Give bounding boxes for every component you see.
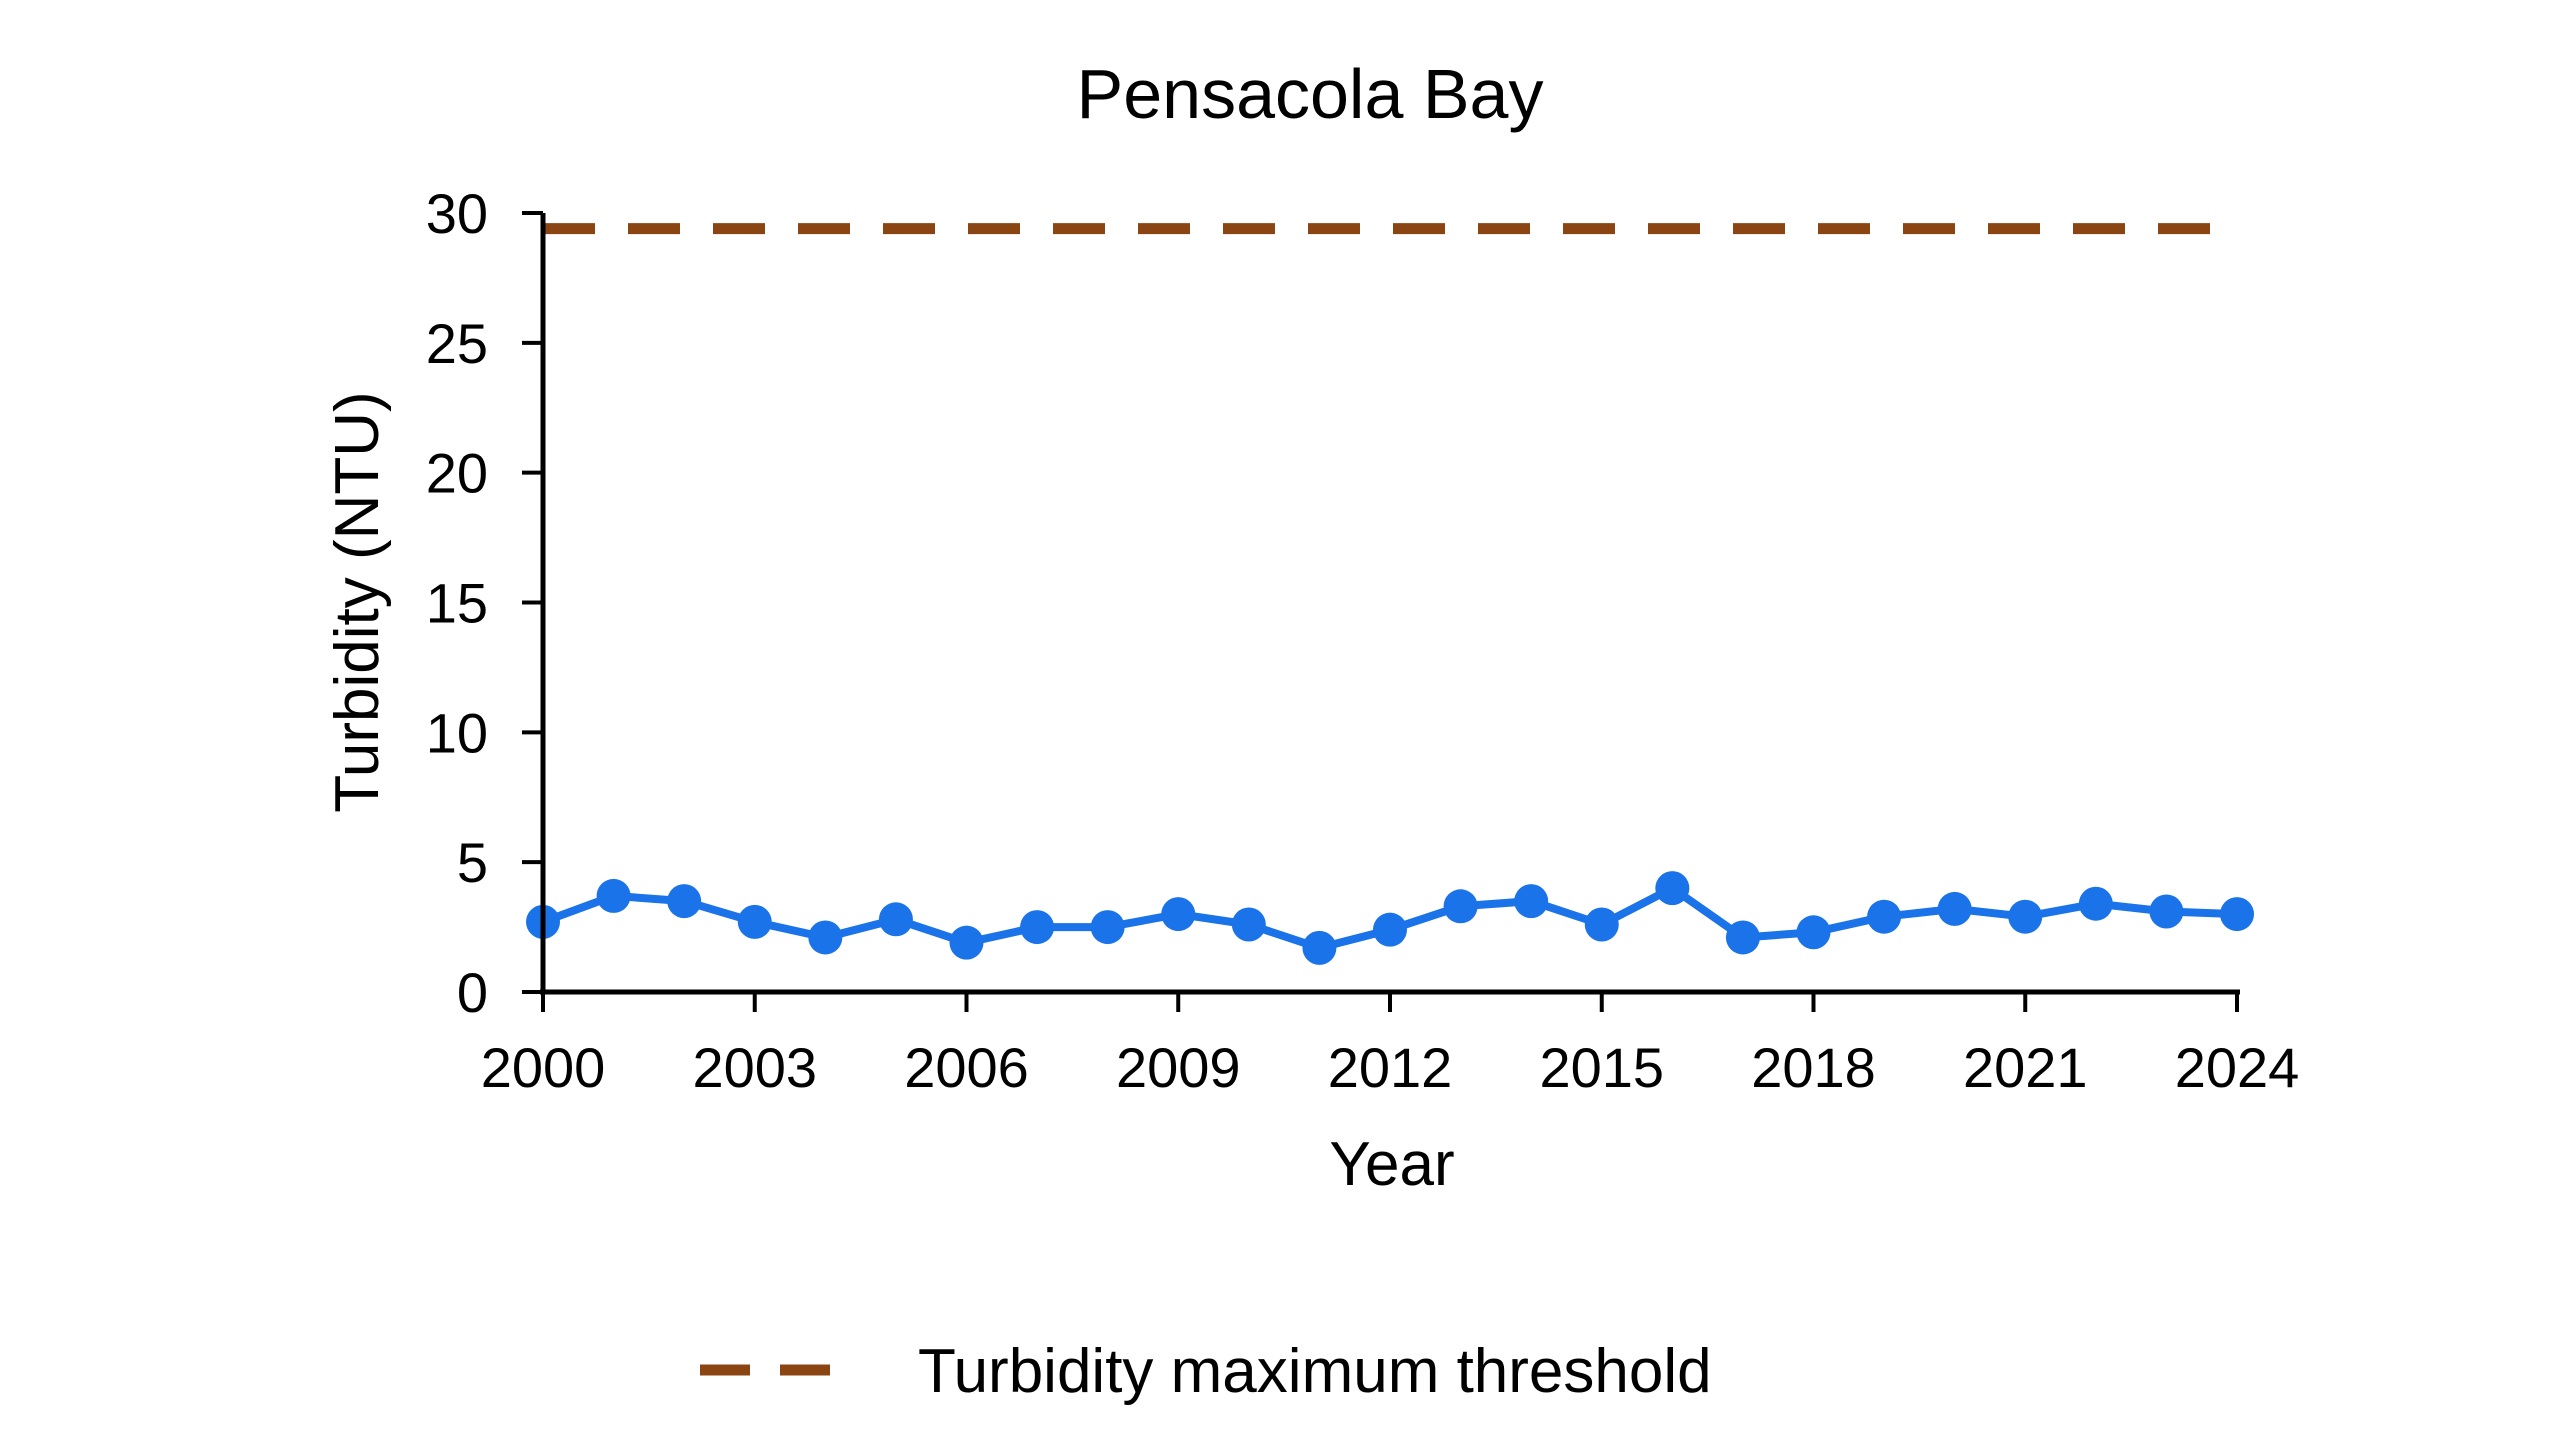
data-point-2005 xyxy=(878,902,913,937)
x-tick-label: 2003 xyxy=(692,1036,817,1099)
x-axis-title: Year xyxy=(1329,1130,1454,1199)
data-point-2011 xyxy=(1302,930,1337,965)
x-tick-label: 2000 xyxy=(481,1036,606,1099)
data-point-2008 xyxy=(1090,910,1125,945)
y-tick-label: 30 xyxy=(426,182,488,245)
plot-area xyxy=(526,223,2254,965)
data-point-2019 xyxy=(1867,899,1902,934)
data-point-2018 xyxy=(1796,915,1831,950)
y-tick-label: 0 xyxy=(457,961,488,1024)
data-point-2024 xyxy=(2220,897,2254,932)
y-tick-label: 10 xyxy=(426,701,488,764)
data-point-2012 xyxy=(1373,912,1407,947)
y-tick-label: 5 xyxy=(457,831,488,894)
data-point-2002 xyxy=(667,884,702,919)
data-point-2006 xyxy=(949,925,984,960)
data-point-2009 xyxy=(1161,897,1196,932)
chart-title: Pensacola Bay xyxy=(1077,55,1544,133)
y-axis-title: Turbidity (NTU) xyxy=(323,391,392,812)
data-point-2013 xyxy=(1443,889,1478,924)
data-point-2017 xyxy=(1725,920,1760,955)
x-tick-label: 2009 xyxy=(1116,1036,1241,1099)
y-tick-label: 15 xyxy=(426,572,488,635)
x-tick-label: 2006 xyxy=(904,1036,1029,1099)
y-tick-label: 20 xyxy=(426,442,488,505)
y-axis-ticks: 0 5 10 15 20 25 30 xyxy=(426,182,543,1024)
x-tick-label: 2018 xyxy=(1751,1036,1876,1099)
data-point-2023 xyxy=(2149,894,2184,929)
data-point-2010 xyxy=(1231,907,1266,942)
data-point-2020 xyxy=(1937,891,1972,926)
x-tick-label: 2015 xyxy=(1539,1036,1664,1099)
legend-threshold-label: Turbidity maximum threshold xyxy=(918,1337,1712,1406)
x-tick-label: 2021 xyxy=(1963,1036,2088,1099)
data-point-2004 xyxy=(808,920,843,955)
data-point-2014 xyxy=(1514,884,1549,919)
data-point-2016 xyxy=(1655,871,1690,906)
data-point-2001 xyxy=(596,878,631,913)
x-axis-ticks: 2000 2003 2006 2009 2012 2015 2018 2021 2024 xyxy=(481,992,2300,1099)
data-point-2021 xyxy=(2008,899,2043,934)
y-tick-label: 25 xyxy=(426,312,488,375)
data-point-2015 xyxy=(1584,907,1619,942)
data-point-2007 xyxy=(1020,910,1055,945)
data-point-2022 xyxy=(2078,886,2113,921)
x-tick-label: 2012 xyxy=(1328,1036,1453,1099)
data-point-2003 xyxy=(737,904,772,939)
x-tick-label: 2024 xyxy=(2175,1036,2300,1099)
legend: Turbidity maximum threshold xyxy=(700,1337,1712,1406)
